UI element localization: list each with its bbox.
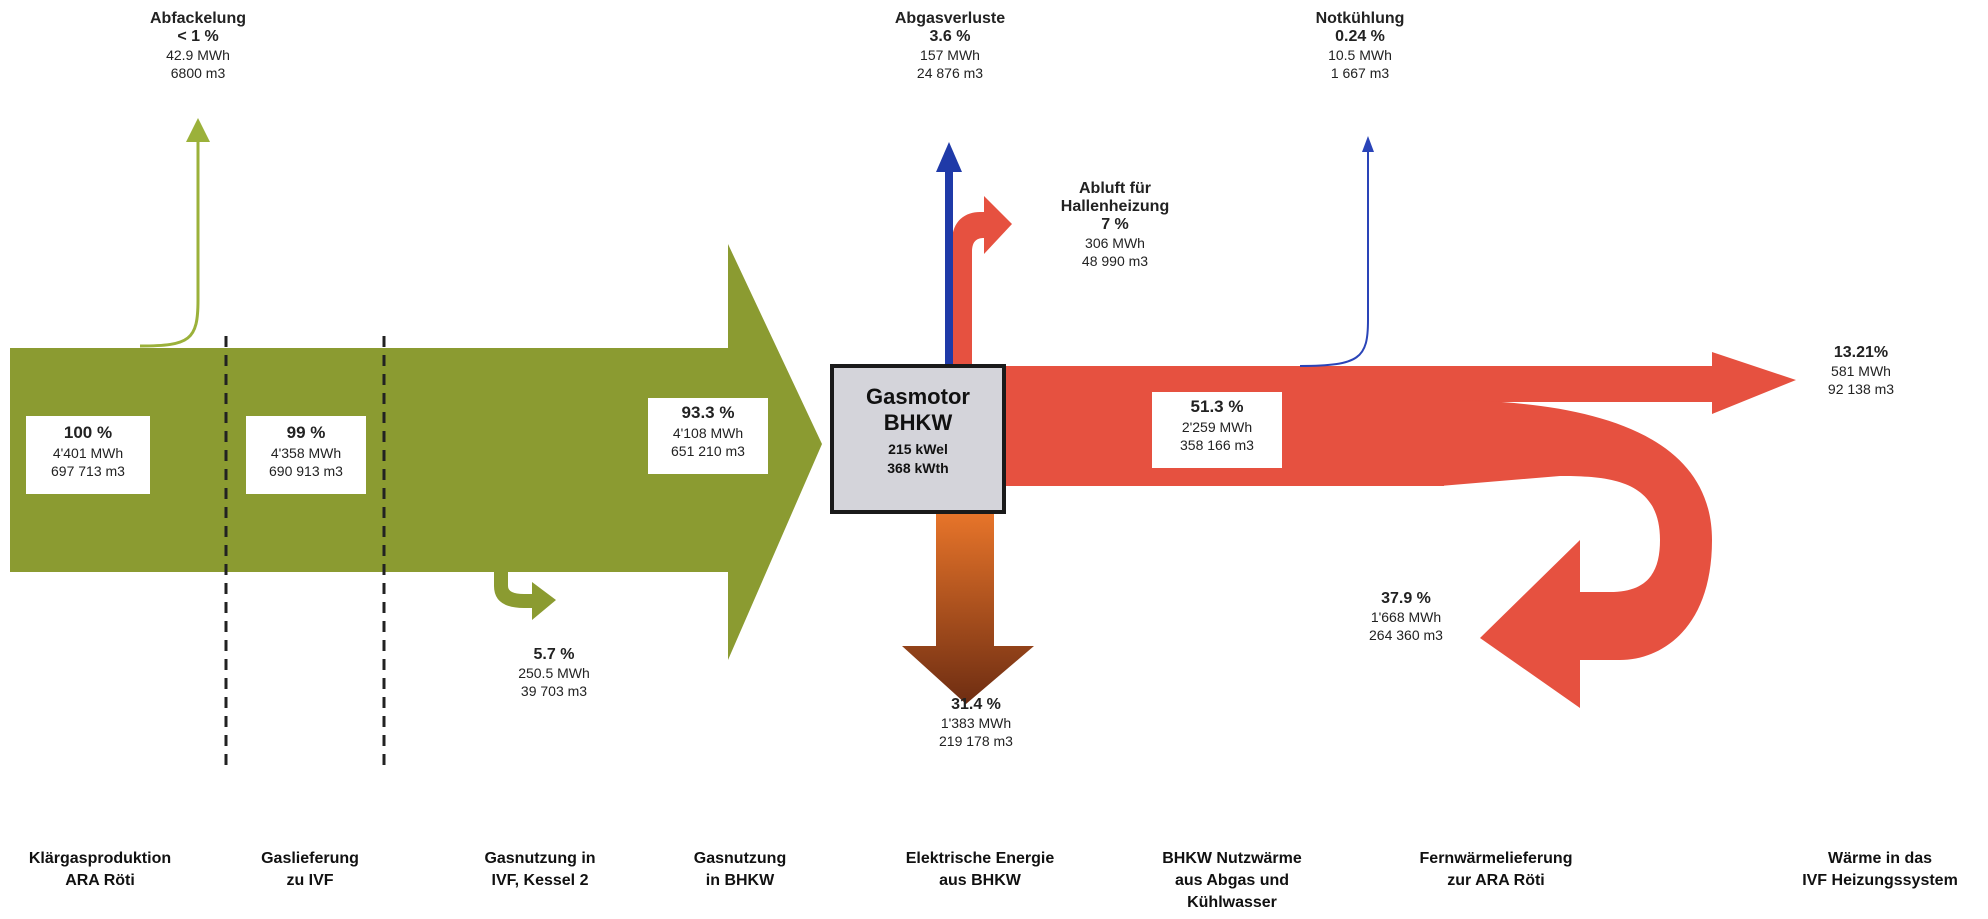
category-boiler: Gasnutzung in IVF, Kessel 2 [484,850,596,889]
emergency-cooling-branch [1299,152,1369,367]
production-box: 100 % 4'401 MWh 697 713 m3 [26,416,150,494]
hall-heating-branch [952,196,1012,368]
exhaust-loss-label: Abgasverluste 3.6 % 157 MWh 24 876 m3 [894,10,1006,81]
delivery-box: 99 % 4'358 MWh 690 913 m3 [246,416,366,494]
category-bhkw-gas: Gasnutzung in BHKW [693,850,787,889]
category-district-heat: Fernwärmelieferung zur ARA Röti [1419,850,1573,889]
engine-thermal-power: 368 kWth [887,460,949,476]
flare-label: Abfackelung < 1 % 42.9 MWh 6800 m3 [149,10,246,81]
category-useful-heat: BHKW Nutzwärme aus Abgas und Kühlwasser [1162,850,1302,911]
flare-arrowhead [186,118,210,142]
category-delivery: Gaslieferung zu IVF [261,850,359,889]
electric-label: 31.4 % 1'383 MWh 219 178 m3 [939,696,1013,749]
boiler-label: 5.7 % 250.5 MWh 39 703 m3 [518,646,590,699]
ivf-heating-label: 13.21% 581 MWh 92 138 m3 [1827,344,1895,397]
boiler-branch [494,572,556,620]
district-heat-label: 37.9 % 1'668 MWh 264 360 m3 [1369,590,1443,643]
hall-heating-label: Abluft für Hallenheizung 7 % 306 MWh 48 … [1060,180,1170,269]
category-production: Klärgasproduktion ARA Röti [28,850,172,889]
exhaust-loss-shaft [945,168,953,368]
emergency-cooling-label: Notkühlung 0.24 % 10.5 MWh 1 667 m3 [1315,10,1405,81]
category-ivf-heating: Wärme in das IVF Heizungssystem [1802,850,1958,889]
useful-heat-box: 51.3 % 2'259 MWh 358 166 m3 [1152,392,1282,468]
category-electric: Elektrische Energie aus BHKW [905,850,1055,889]
electric-energy-arrow [902,512,1034,704]
gas-engine-bhkw: Gasmotor BHKW 215 kWel 368 kWth [830,364,1006,514]
engine-name: Gasmotor [866,384,970,409]
emergency-cooling-arrowhead [1362,136,1374,152]
engine-type: BHKW [883,410,953,435]
gas-flow-arrow [10,244,822,660]
engine-electric-power: 215 kWel [888,441,948,457]
bhkw-gas-box: 93.3 % 4'108 MWh 651 210 m3 [648,398,768,474]
exhaust-loss-arrowhead [936,142,962,172]
flare-branch [139,140,200,348]
district-heat-arrow [1440,400,1712,708]
